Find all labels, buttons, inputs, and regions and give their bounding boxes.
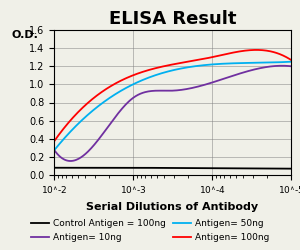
Line: Antigen= 10ng: Antigen= 10ng <box>54 66 291 161</box>
Control Antigen = 100ng <box>193 166 197 170</box>
Control Antigen = 100ng <box>193 166 196 170</box>
Antigen= 100ng <box>268 50 272 53</box>
Antigen= 100ng <box>52 140 56 143</box>
Control Antigen = 100ng <box>197 167 201 170</box>
Text: O.D.: O.D. <box>11 30 38 40</box>
Antigen= 50ng <box>53 148 57 151</box>
Legend: Control Antigen = 100ng, Antigen= 10ng, Antigen= 50ng, Antigen= 100ng: Control Antigen = 100ng, Antigen= 10ng, … <box>28 216 272 246</box>
Antigen= 100ng <box>254 48 258 51</box>
Antigen= 50ng <box>197 64 201 67</box>
Antigen= 100ng <box>289 58 293 61</box>
Antigen= 10ng <box>52 148 56 151</box>
Antigen= 10ng <box>268 65 272 68</box>
Antigen= 50ng <box>52 149 56 152</box>
Antigen= 10ng <box>280 64 284 67</box>
Antigen= 10ng <box>253 68 256 71</box>
Antigen= 10ng <box>289 65 293 68</box>
Control Antigen = 100ng <box>53 166 57 169</box>
Control Antigen = 100ng <box>289 167 293 170</box>
Line: Antigen= 50ng: Antigen= 50ng <box>54 62 291 150</box>
Antigen= 50ng <box>267 61 271 64</box>
Antigen= 100ng <box>53 139 57 142</box>
Title: ELISA Result: ELISA Result <box>109 10 236 29</box>
Antigen= 10ng <box>198 84 202 87</box>
Antigen= 50ng <box>193 65 197 68</box>
Antigen= 10ng <box>53 149 57 152</box>
Antigen= 10ng <box>193 86 197 89</box>
Antigen= 50ng <box>193 65 196 68</box>
Antigen= 100ng <box>197 58 201 61</box>
Control Antigen = 100ng <box>252 167 256 170</box>
Line: Antigen= 100ng: Antigen= 100ng <box>54 50 291 142</box>
X-axis label: Serial Dilutions of Antibody: Serial Dilutions of Antibody <box>86 202 259 212</box>
Antigen= 100ng <box>252 48 256 51</box>
Antigen= 10ng <box>194 86 198 88</box>
Antigen= 10ng <box>69 160 72 162</box>
Line: Control Antigen = 100ng: Control Antigen = 100ng <box>54 168 291 169</box>
Control Antigen = 100ng <box>267 167 271 170</box>
Antigen= 50ng <box>289 60 293 63</box>
Control Antigen = 100ng <box>52 166 56 169</box>
Antigen= 100ng <box>193 59 197 62</box>
Antigen= 100ng <box>193 59 196 62</box>
Antigen= 50ng <box>252 61 256 64</box>
